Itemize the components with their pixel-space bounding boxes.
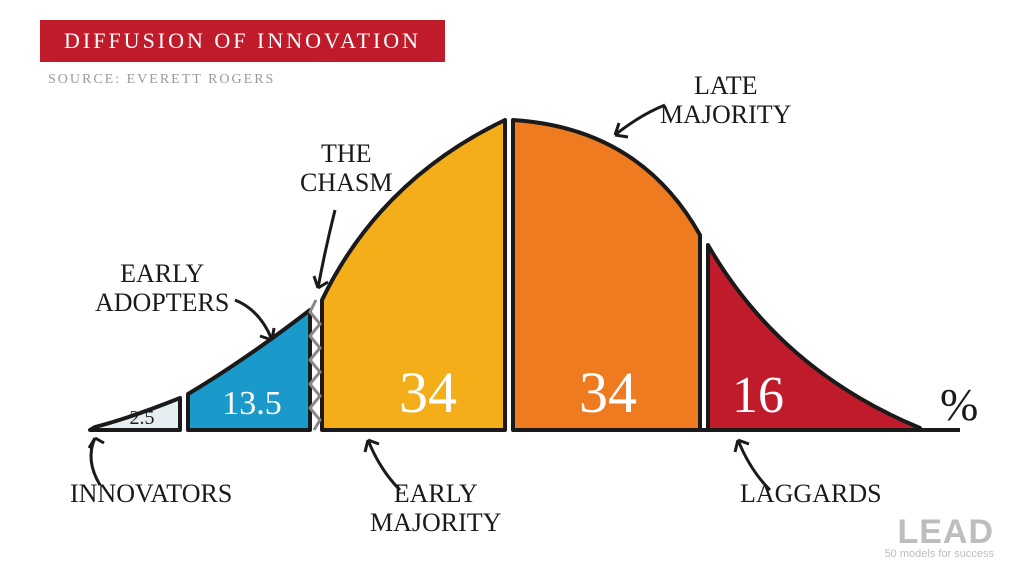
label-innovators: INNOVATORS xyxy=(70,480,232,509)
value-innovators: 2.5 xyxy=(130,407,155,429)
label-late-majority: LATE MAJORITY xyxy=(660,72,791,129)
value-late-majority: 34 xyxy=(579,360,637,425)
arrow-late-majority xyxy=(615,105,665,137)
label-early-majority: EARLY MAJORITY xyxy=(370,480,501,537)
value-early-adopters: 13.5 xyxy=(222,385,282,422)
arrow-early-adopters xyxy=(235,300,274,340)
label-laggards: LAGGARDS xyxy=(740,480,882,509)
value-early-majority: 34 xyxy=(399,360,457,425)
logo-name: LEAD xyxy=(885,513,994,552)
logo-tagline: 50 models for success xyxy=(885,548,994,560)
arrow-innovators xyxy=(89,438,104,485)
value-laggards: 16 xyxy=(732,367,784,424)
percent-sign: % xyxy=(940,378,978,431)
label-early-adopters: EARLY ADOPTERS xyxy=(95,260,229,317)
label-chasm: THE CHASM xyxy=(300,140,392,197)
arrow-chasm xyxy=(314,210,335,288)
logo: LEAD 50 models for success xyxy=(885,513,994,560)
